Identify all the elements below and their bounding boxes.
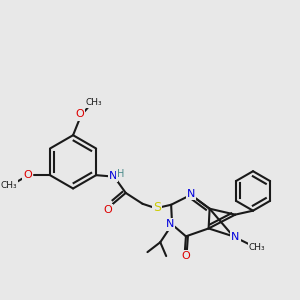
Text: S: S: [153, 201, 161, 214]
Text: N: N: [109, 171, 117, 181]
Text: H: H: [117, 169, 124, 179]
Text: N: N: [166, 220, 174, 230]
Text: CH₃: CH₃: [249, 243, 265, 252]
Text: CH₃: CH₃: [0, 181, 17, 190]
Text: O: O: [23, 170, 32, 180]
Text: O: O: [76, 110, 84, 119]
Text: O: O: [182, 251, 190, 261]
Text: N: N: [187, 189, 195, 199]
Text: CH₃: CH₃: [85, 98, 102, 107]
Text: N: N: [231, 232, 239, 242]
Text: O: O: [103, 205, 112, 215]
